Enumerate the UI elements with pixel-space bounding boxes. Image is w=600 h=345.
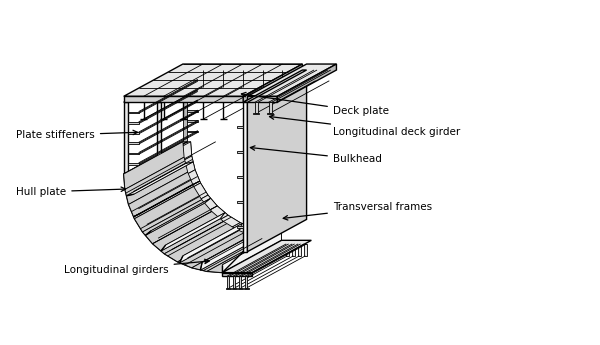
Polygon shape: [158, 206, 228, 247]
Polygon shape: [200, 230, 261, 270]
Polygon shape: [232, 287, 236, 289]
Polygon shape: [223, 273, 252, 276]
Polygon shape: [237, 126, 243, 128]
Polygon shape: [227, 276, 229, 288]
Polygon shape: [253, 113, 259, 114]
Polygon shape: [194, 228, 267, 264]
Text: Transversal frames: Transversal frames: [283, 202, 432, 220]
Polygon shape: [142, 183, 208, 227]
Polygon shape: [208, 231, 281, 265]
Polygon shape: [181, 223, 253, 260]
Polygon shape: [128, 152, 139, 155]
Polygon shape: [238, 287, 242, 289]
Polygon shape: [157, 102, 161, 174]
Polygon shape: [226, 287, 230, 289]
Polygon shape: [298, 244, 301, 256]
Polygon shape: [145, 198, 211, 236]
Polygon shape: [292, 244, 295, 256]
Polygon shape: [183, 70, 187, 142]
Polygon shape: [161, 213, 225, 251]
Text: Plate stiffeners: Plate stiffeners: [16, 130, 137, 140]
Polygon shape: [133, 181, 200, 217]
Polygon shape: [243, 64, 302, 102]
Polygon shape: [124, 64, 302, 96]
Polygon shape: [187, 79, 198, 81]
Polygon shape: [277, 64, 337, 102]
Polygon shape: [128, 142, 139, 144]
Polygon shape: [164, 221, 237, 262]
Polygon shape: [125, 157, 188, 205]
Polygon shape: [237, 176, 243, 178]
Polygon shape: [239, 276, 241, 288]
Polygon shape: [187, 100, 198, 102]
Polygon shape: [124, 142, 184, 189]
Polygon shape: [143, 200, 212, 244]
Text: Hull plate: Hull plate: [16, 187, 125, 197]
Polygon shape: [128, 163, 139, 165]
Polygon shape: [247, 70, 307, 252]
Polygon shape: [192, 236, 266, 272]
Polygon shape: [149, 195, 217, 238]
Polygon shape: [126, 162, 193, 196]
Text: Longitudinal girders: Longitudinal girders: [64, 259, 209, 275]
Polygon shape: [183, 142, 281, 240]
Text: Bulkhead: Bulkhead: [250, 146, 382, 164]
Polygon shape: [207, 239, 281, 273]
Polygon shape: [152, 211, 224, 254]
Polygon shape: [133, 156, 195, 202]
Polygon shape: [237, 201, 243, 203]
Polygon shape: [267, 113, 273, 114]
Polygon shape: [243, 70, 307, 102]
Polygon shape: [247, 96, 277, 102]
Polygon shape: [134, 187, 202, 232]
Polygon shape: [223, 233, 281, 273]
Text: Deck plate: Deck plate: [241, 92, 389, 116]
Polygon shape: [124, 102, 128, 174]
Polygon shape: [124, 70, 187, 102]
Polygon shape: [187, 131, 198, 132]
Polygon shape: [244, 287, 248, 289]
Polygon shape: [124, 96, 243, 102]
Polygon shape: [286, 244, 289, 256]
Polygon shape: [124, 142, 187, 174]
Polygon shape: [169, 215, 240, 255]
Polygon shape: [128, 122, 139, 124]
Polygon shape: [124, 174, 223, 273]
Polygon shape: [304, 244, 307, 256]
Polygon shape: [128, 112, 139, 114]
Text: Longitudinal deck girder: Longitudinal deck girder: [269, 115, 460, 137]
Polygon shape: [179, 224, 242, 263]
Polygon shape: [136, 170, 200, 215]
Polygon shape: [128, 172, 194, 219]
Polygon shape: [245, 276, 247, 288]
Polygon shape: [269, 102, 272, 113]
Polygon shape: [128, 132, 139, 134]
Polygon shape: [223, 240, 311, 273]
Polygon shape: [255, 102, 258, 113]
Polygon shape: [187, 110, 198, 112]
Polygon shape: [178, 229, 251, 268]
Polygon shape: [247, 64, 337, 96]
Polygon shape: [131, 142, 192, 188]
Polygon shape: [187, 120, 198, 122]
Polygon shape: [243, 102, 247, 252]
Polygon shape: [233, 276, 235, 288]
Polygon shape: [237, 226, 243, 228]
Polygon shape: [237, 151, 243, 153]
Polygon shape: [187, 90, 198, 91]
